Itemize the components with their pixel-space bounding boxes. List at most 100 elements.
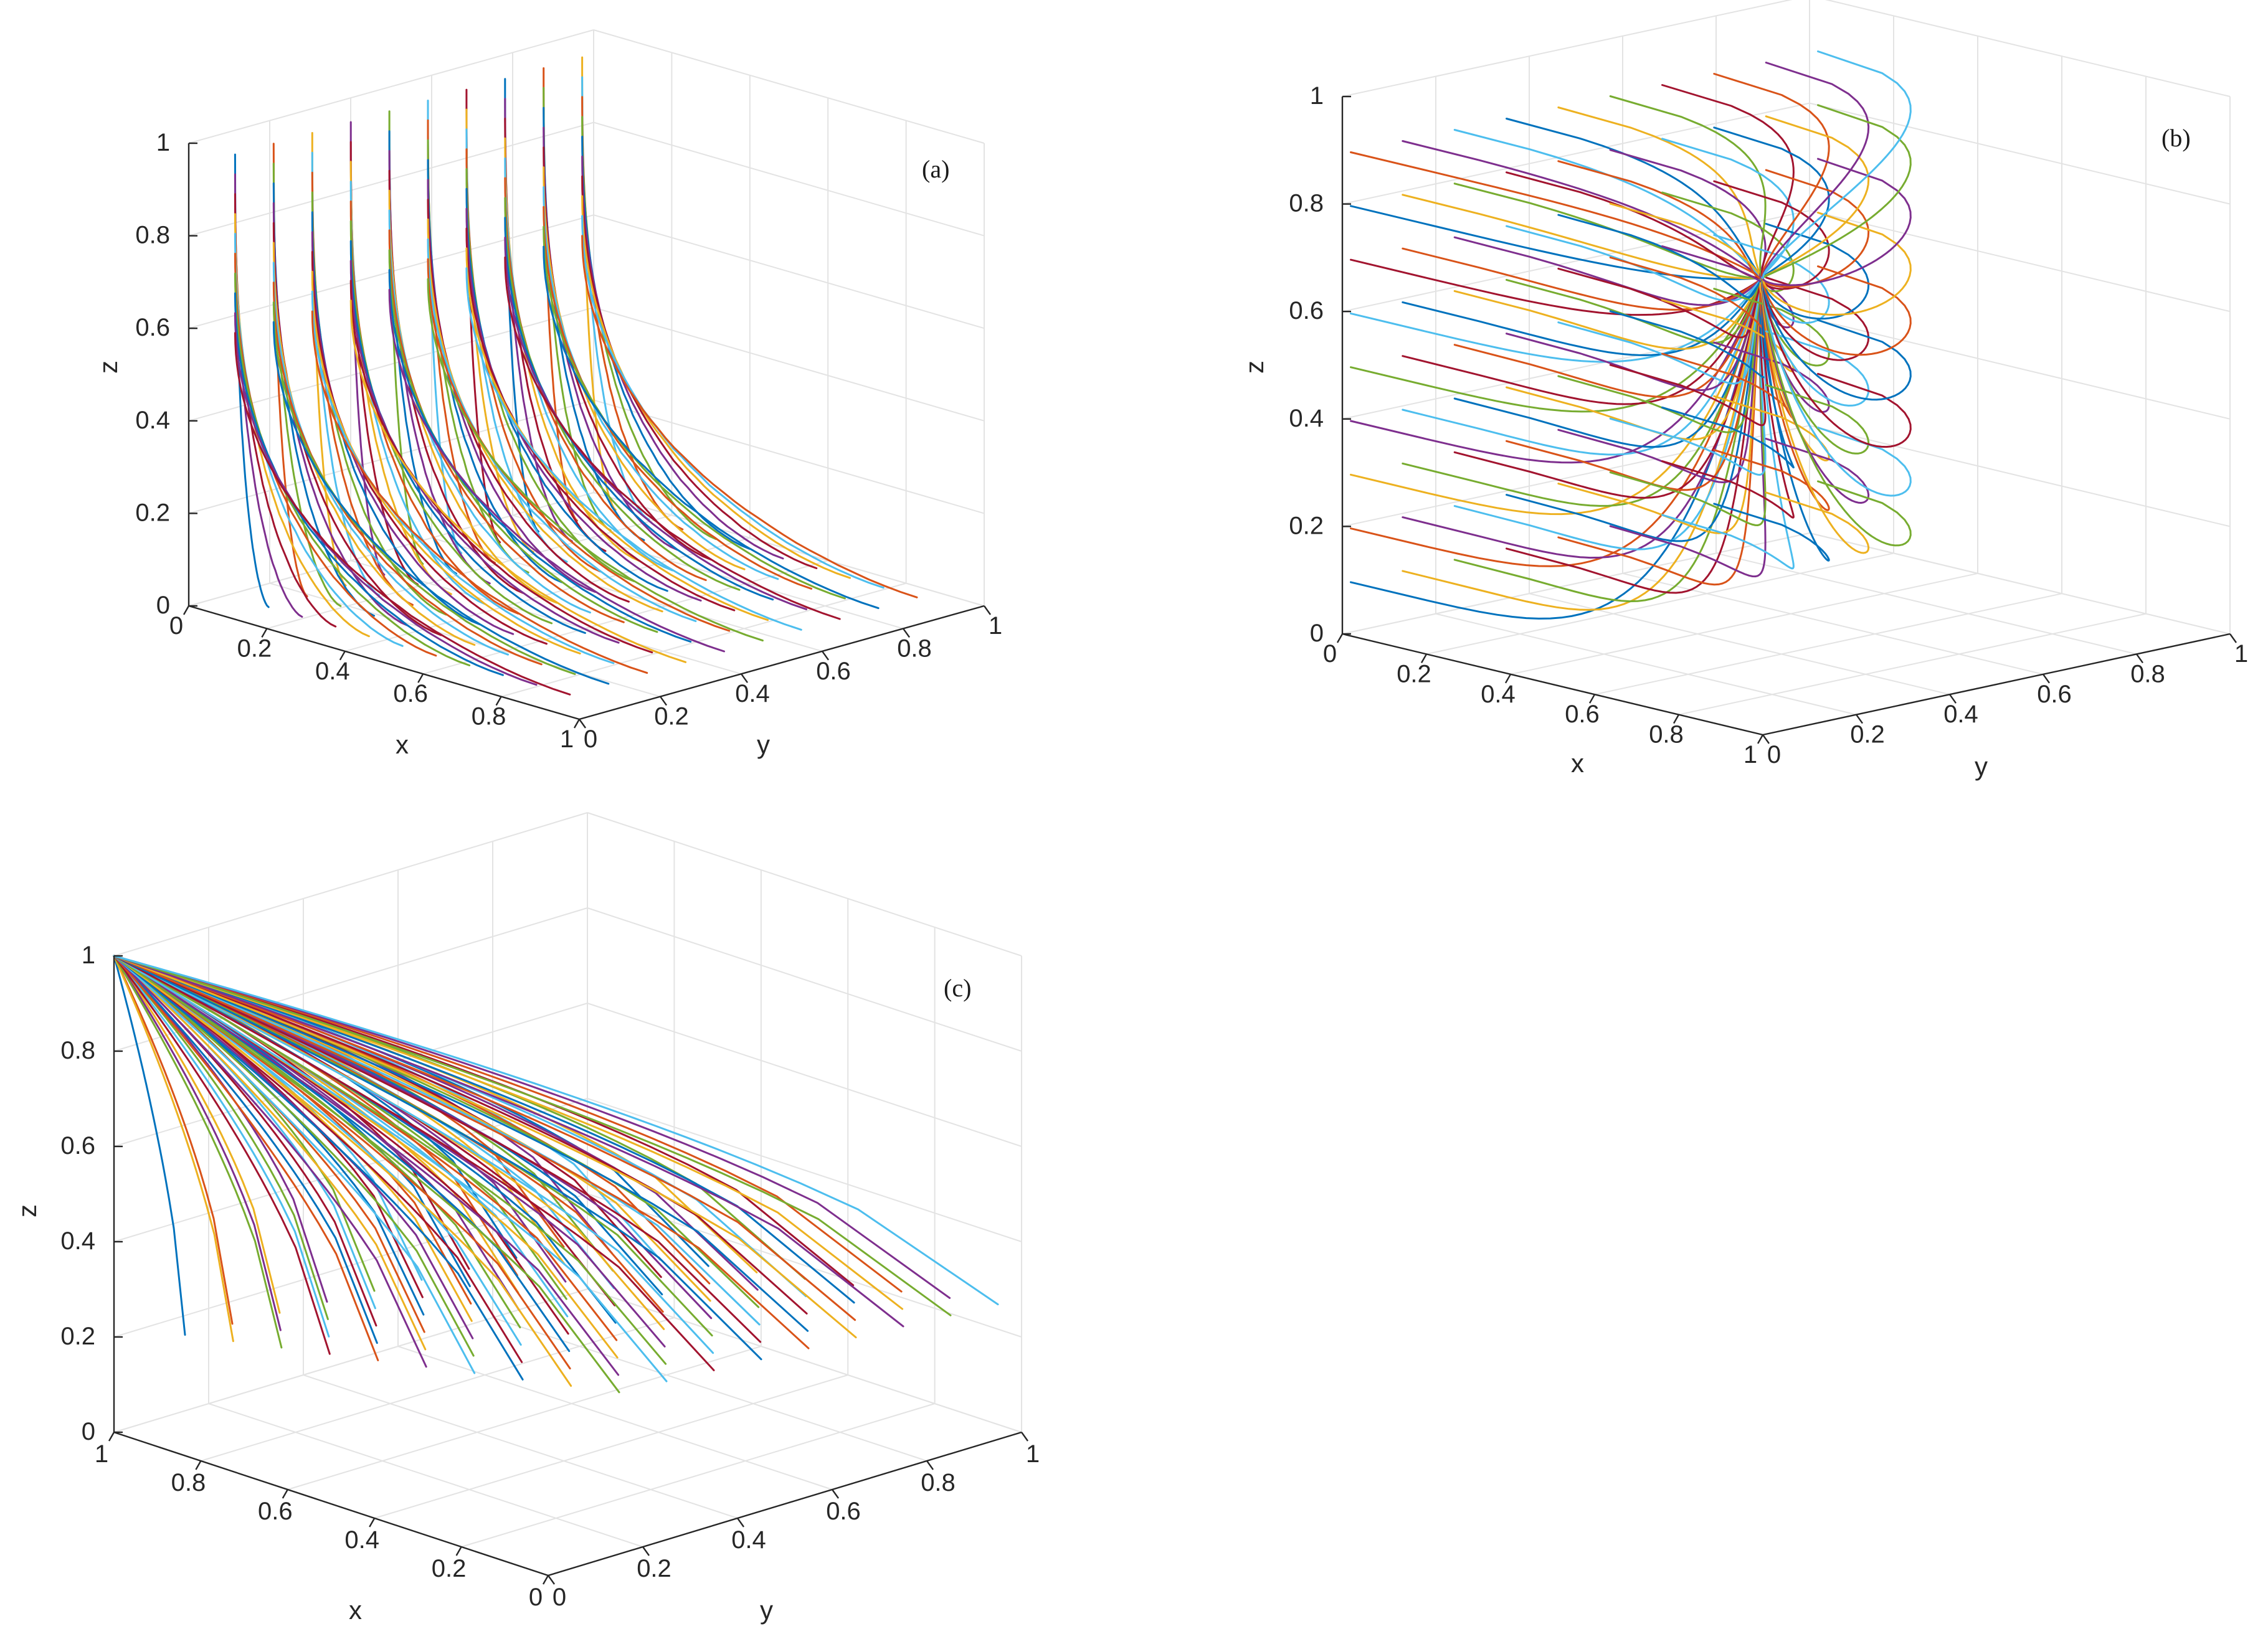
x-tick [455, 1546, 462, 1556]
grid-line [201, 1317, 675, 1462]
y-tick-label: 0.2 [1850, 721, 1885, 749]
grid-line [113, 1003, 588, 1147]
x-tick-label: 0.2 [237, 635, 272, 662]
trajectory [581, 195, 851, 579]
z-tick-label: 0.2 [135, 499, 170, 526]
trajectory [113, 955, 476, 1374]
trajectory [1762, 265, 1912, 356]
panel-a-xlabel: x [396, 730, 409, 759]
trajectory [427, 219, 663, 613]
grid-line [587, 1003, 1022, 1147]
panel-a-tag: (a) [922, 155, 949, 183]
trajectory [581, 235, 918, 598]
trajectory [1350, 277, 1764, 567]
trajectory [427, 199, 630, 603]
trajectory [1453, 129, 1764, 279]
z-tick-label: 1 [1310, 82, 1324, 110]
x-tick-label: 0.6 [393, 680, 428, 707]
trajectory [113, 955, 857, 1339]
trajectory [1713, 277, 1830, 562]
trajectory [349, 240, 586, 634]
grid-line [587, 1098, 1022, 1242]
grid-line [492, 1317, 928, 1462]
grid-line [113, 812, 588, 956]
grid-line [1809, 210, 2231, 313]
y-tick-label: 0.8 [2130, 660, 2165, 687]
trajectory [1506, 225, 1764, 302]
z-tick-label: 0.6 [60, 1132, 95, 1160]
grid-line [1342, 102, 1810, 205]
grid-line [1342, 532, 1810, 635]
trajectory [504, 256, 841, 620]
panel-a-trajectories [234, 56, 918, 696]
y-tick [832, 1489, 839, 1499]
grid-line [1622, 572, 2044, 675]
trajectory [113, 955, 330, 1338]
panel-b-tag: (b) [2161, 124, 2191, 152]
grid-line [113, 1288, 588, 1433]
x-tick-label: 0.4 [1481, 681, 1516, 708]
x-tick-label: 0 [529, 1584, 543, 1611]
grid-line [1342, 210, 1810, 313]
grid-line [303, 1374, 738, 1519]
trajectory [113, 955, 427, 1368]
trajectory [349, 260, 620, 644]
trajectory [1350, 205, 1764, 280]
trajectory [1762, 277, 1912, 497]
trajectory [1661, 277, 1795, 570]
z-tick-label: 0.2 [60, 1323, 95, 1350]
trajectory [1350, 276, 1764, 516]
y-tick [548, 1575, 555, 1585]
trajectory [581, 155, 784, 560]
trajectory [113, 955, 234, 1343]
trajectory [427, 238, 697, 622]
x-tick-label: 0.6 [1565, 701, 1600, 728]
trajectory [1661, 84, 1795, 279]
trajectory [1453, 277, 1764, 550]
x-tick-label: 1 [1744, 741, 1757, 768]
z-tick-label: 0.8 [1289, 190, 1324, 217]
x-tick [183, 605, 190, 615]
trajectory [272, 321, 610, 685]
trajectory [504, 177, 707, 582]
y-tick [1949, 694, 1957, 704]
grid-line [188, 306, 594, 422]
y-axis-line [579, 605, 985, 720]
trajectory [272, 242, 476, 646]
x-tick [1588, 694, 1596, 704]
grid-line [593, 214, 985, 329]
z-tick-label: 0.4 [135, 407, 170, 434]
trajectory [234, 252, 437, 657]
panel-c-axes: 1000.80.20.20.60.40.40.40.60.60.20.80.80… [60, 942, 1040, 1611]
trajectory [1762, 277, 1870, 554]
x-tick [108, 1432, 115, 1442]
grid-line [1809, 102, 2231, 205]
panel-a-axes: 0000.20.20.20.40.40.40.60.60.60.80.80.81… [135, 129, 1002, 753]
trajectory [113, 955, 186, 1336]
grid-line [587, 812, 1022, 956]
trajectory [465, 267, 802, 631]
trajectory [1661, 276, 1795, 469]
trajectory [465, 187, 668, 592]
trajectory [1661, 277, 1795, 519]
trajectory [113, 955, 999, 1306]
trajectory [1762, 158, 1912, 286]
panel-c-zlabel: z [12, 1204, 42, 1217]
y-tick-label: 0.4 [735, 680, 770, 707]
grid-line [587, 907, 1022, 1052]
grid-line [1824, 0, 2231, 97]
trajectory [113, 955, 714, 1354]
trajectory [1762, 211, 1912, 316]
trajectory [388, 288, 725, 653]
grid-line [208, 1403, 643, 1547]
trajectory [1762, 277, 1912, 401]
z-tick-label: 1 [156, 129, 170, 156]
trajectory [427, 278, 764, 642]
y-tick-label: 1 [1026, 1440, 1040, 1468]
x-tick-label: 0.6 [258, 1498, 293, 1525]
grid-line [1809, 532, 2231, 635]
trajectory [234, 332, 571, 696]
trajectory [113, 955, 331, 1355]
y-tick [741, 673, 748, 683]
